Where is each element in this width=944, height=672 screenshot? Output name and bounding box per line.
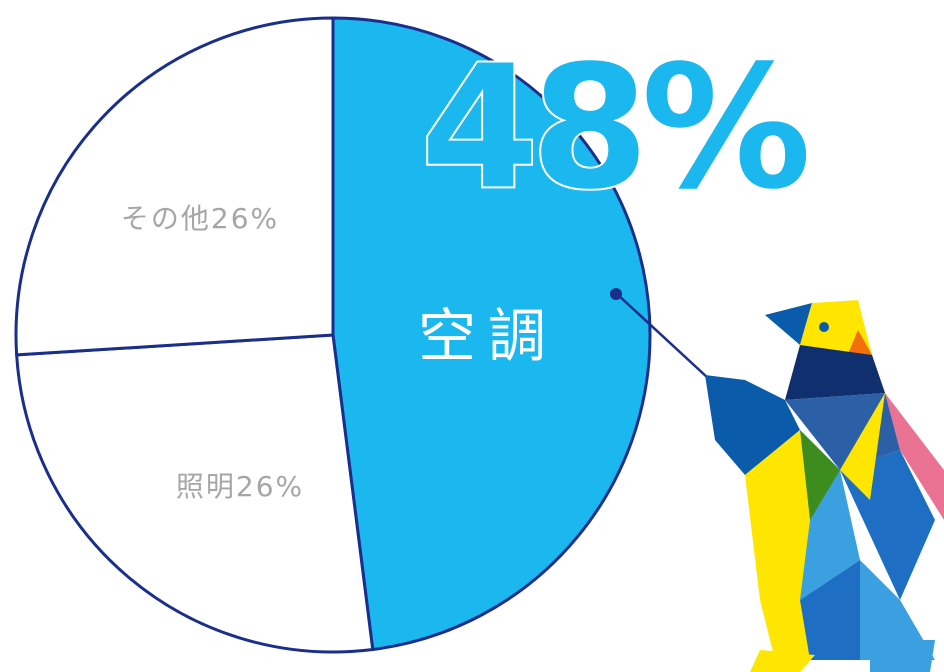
category-label: 照明: [176, 470, 236, 503]
penguin: [705, 300, 944, 672]
pie-slice: [331, 16, 652, 651]
pie: [14, 16, 652, 654]
value-label: 26%: [211, 202, 279, 235]
value-label: 26%: [236, 470, 304, 503]
pointer: [616, 293, 709, 379]
category-label: 空調: [418, 302, 558, 370]
slice-label: その他26%: [121, 202, 279, 235]
pie-slice: [15, 333, 375, 654]
value-label: 48%: [421, 29, 807, 227]
category-label: その他: [121, 202, 211, 235]
pie-slice: [14, 16, 335, 357]
slice-label: 照明26%: [176, 470, 304, 503]
pointer-tip: [610, 288, 622, 300]
